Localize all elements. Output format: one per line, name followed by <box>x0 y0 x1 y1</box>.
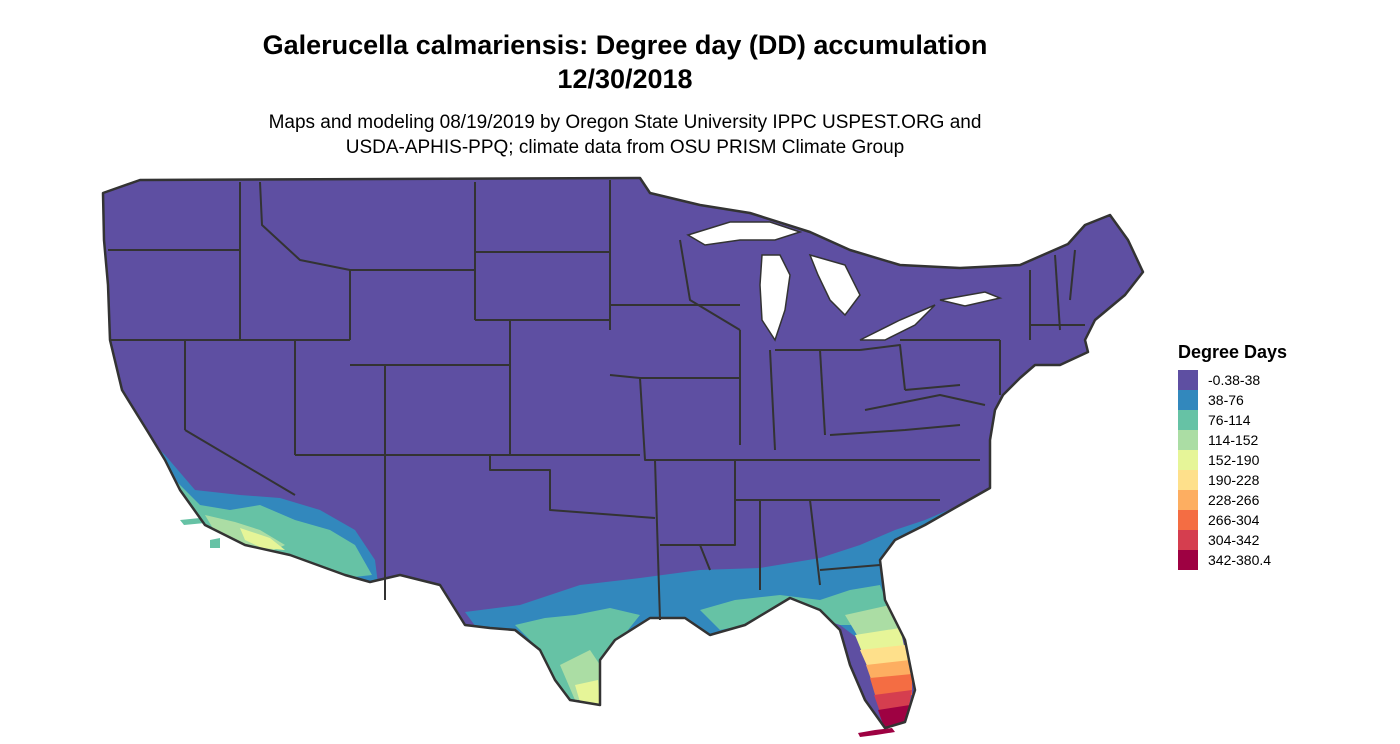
legend-swatch <box>1178 430 1198 450</box>
lake-huron <box>808 253 861 317</box>
map-title: Galerucella calmariensis: Degree day (DD… <box>0 28 1250 96</box>
us-land-base <box>103 178 1143 728</box>
legend-row: 228-266 <box>1178 490 1287 510</box>
legend-row: -0.38-38 <box>1178 370 1287 390</box>
legend-swatch <box>1178 530 1198 550</box>
legend-title: Degree Days <box>1178 342 1288 362</box>
lake-ontario <box>939 291 1003 307</box>
state-borders <box>108 180 1085 621</box>
legend-swatch <box>1178 470 1198 490</box>
legend-items: -0.38-38 38-76 76-114 114-152 152-190 190-228… <box>1178 370 1287 570</box>
legend-label: -0.38-38 <box>1208 372 1261 388</box>
legend-row: 76-114 <box>1178 410 1287 430</box>
legend-label: 38-76 <box>1208 392 1244 408</box>
legend-label: 152-190 <box>1208 452 1260 468</box>
legend-swatch <box>1178 490 1198 510</box>
legend-row: 38-76 <box>1178 390 1287 410</box>
legend-label: 114-152 <box>1208 432 1259 448</box>
legend-row: 152-190 <box>1178 450 1287 470</box>
legend-label: 342-380.4 <box>1208 552 1272 568</box>
legend-swatch <box>1178 510 1198 530</box>
florida-keys <box>858 728 895 737</box>
legend-row: 114-152 <box>1178 430 1287 450</box>
band-152-190-florida <box>855 628 905 652</box>
legend-label: 190-228 <box>1208 472 1260 488</box>
lake-michigan <box>759 254 791 342</box>
legend-swatch <box>1178 370 1198 390</box>
band-152-190-texas <box>575 680 600 705</box>
legend-row: 304-342 <box>1178 530 1287 550</box>
legend-label: 76-114 <box>1208 412 1251 428</box>
subtitle-line-1: Maps and modeling 08/19/2019 by Oregon S… <box>268 112 982 133</box>
legend-swatch <box>1178 390 1198 410</box>
channel-islands <box>180 518 205 525</box>
legend-swatch <box>1178 450 1198 470</box>
band-152-190-southwest <box>240 528 285 550</box>
band-76-114-southwest <box>150 445 372 578</box>
legend-label: 266-304 <box>1208 512 1260 528</box>
legend-swatch <box>1178 550 1198 570</box>
map-subtitle: Maps and modeling 08/19/2019 by Oregon S… <box>0 110 1250 160</box>
legend: Degree Days -0.38-38 38-76 76-114 114-152 15… <box>1178 341 1287 570</box>
channel-islands-2 <box>210 538 220 548</box>
lake-erie <box>859 304 936 341</box>
title-line-1: Galerucella calmariensis: Degree day (DD… <box>262 30 988 60</box>
title-line-2: 12/30/2018 <box>557 64 693 94</box>
subtitle-line-2: USDA-APHIS-PPQ; climate data from OSU PR… <box>345 137 905 158</box>
legend-label: 304-342 <box>1208 532 1260 548</box>
lake-superior <box>686 221 803 246</box>
degree-day-map <box>101 176 1145 737</box>
legend-row: 266-304 <box>1178 510 1287 530</box>
band-76-114-gulf <box>515 608 640 700</box>
legend-label: 228-266 <box>1208 492 1260 508</box>
legend-row: 342-380.4 <box>1178 550 1287 570</box>
legend-row: 190-228 <box>1178 470 1287 490</box>
legend-swatch <box>1178 410 1198 430</box>
